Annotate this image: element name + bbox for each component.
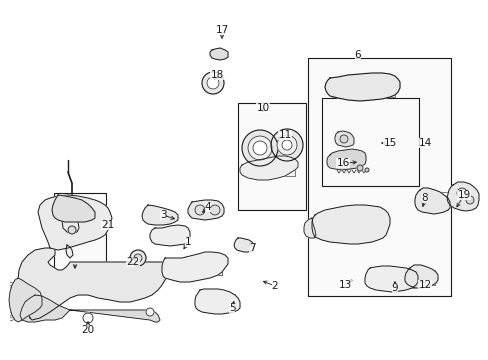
Polygon shape xyxy=(162,252,227,282)
Text: 21: 21 xyxy=(101,220,114,230)
Text: 18: 18 xyxy=(210,70,223,80)
Text: 3: 3 xyxy=(160,210,166,220)
Text: 15: 15 xyxy=(383,138,396,148)
Polygon shape xyxy=(326,149,365,170)
Polygon shape xyxy=(66,245,73,258)
Text: 11: 11 xyxy=(278,130,291,140)
Text: 10: 10 xyxy=(256,103,269,113)
Circle shape xyxy=(364,168,368,172)
Circle shape xyxy=(209,205,220,215)
Text: 5: 5 xyxy=(228,303,235,313)
Polygon shape xyxy=(334,131,353,147)
Text: 14: 14 xyxy=(418,138,431,148)
Polygon shape xyxy=(414,188,449,214)
Circle shape xyxy=(68,226,76,234)
Text: 20: 20 xyxy=(81,325,94,335)
Text: 2: 2 xyxy=(271,281,278,291)
Text: 13: 13 xyxy=(338,280,351,290)
Polygon shape xyxy=(325,73,399,101)
Circle shape xyxy=(242,130,278,166)
Circle shape xyxy=(130,250,146,266)
Polygon shape xyxy=(209,48,227,60)
Text: 8: 8 xyxy=(421,193,427,203)
Text: 16: 16 xyxy=(336,158,349,168)
Circle shape xyxy=(270,129,303,161)
Circle shape xyxy=(195,205,204,215)
Text: 22: 22 xyxy=(126,257,140,267)
Circle shape xyxy=(202,72,224,94)
Circle shape xyxy=(465,196,473,204)
Circle shape xyxy=(356,165,362,171)
Polygon shape xyxy=(187,200,224,220)
Circle shape xyxy=(134,254,142,262)
Polygon shape xyxy=(240,156,297,180)
Circle shape xyxy=(247,136,271,160)
Polygon shape xyxy=(62,205,79,233)
Text: 6: 6 xyxy=(354,50,361,60)
Circle shape xyxy=(252,141,266,155)
Polygon shape xyxy=(9,278,42,322)
Polygon shape xyxy=(234,238,253,252)
Bar xyxy=(321,98,418,186)
Polygon shape xyxy=(20,295,160,322)
Polygon shape xyxy=(52,195,95,222)
Circle shape xyxy=(83,313,93,323)
Text: 7: 7 xyxy=(248,243,255,253)
Polygon shape xyxy=(446,182,478,211)
Polygon shape xyxy=(38,195,112,250)
Polygon shape xyxy=(364,266,417,292)
Circle shape xyxy=(146,308,154,316)
Bar xyxy=(54,193,106,275)
Text: 4: 4 xyxy=(204,202,211,212)
Polygon shape xyxy=(404,265,437,288)
Circle shape xyxy=(282,140,291,150)
Polygon shape xyxy=(304,218,315,238)
Text: 1: 1 xyxy=(184,237,191,247)
Circle shape xyxy=(276,135,296,155)
Circle shape xyxy=(456,188,466,198)
Polygon shape xyxy=(311,205,389,244)
Circle shape xyxy=(339,135,347,143)
Bar xyxy=(307,58,450,296)
Polygon shape xyxy=(18,248,170,320)
Bar xyxy=(238,103,305,210)
Polygon shape xyxy=(150,225,190,246)
Polygon shape xyxy=(142,205,178,225)
Text: 12: 12 xyxy=(418,280,431,290)
Polygon shape xyxy=(195,289,240,314)
Text: 9: 9 xyxy=(391,283,398,293)
Circle shape xyxy=(206,77,219,89)
Text: 17: 17 xyxy=(215,25,228,35)
Text: 19: 19 xyxy=(456,190,469,200)
